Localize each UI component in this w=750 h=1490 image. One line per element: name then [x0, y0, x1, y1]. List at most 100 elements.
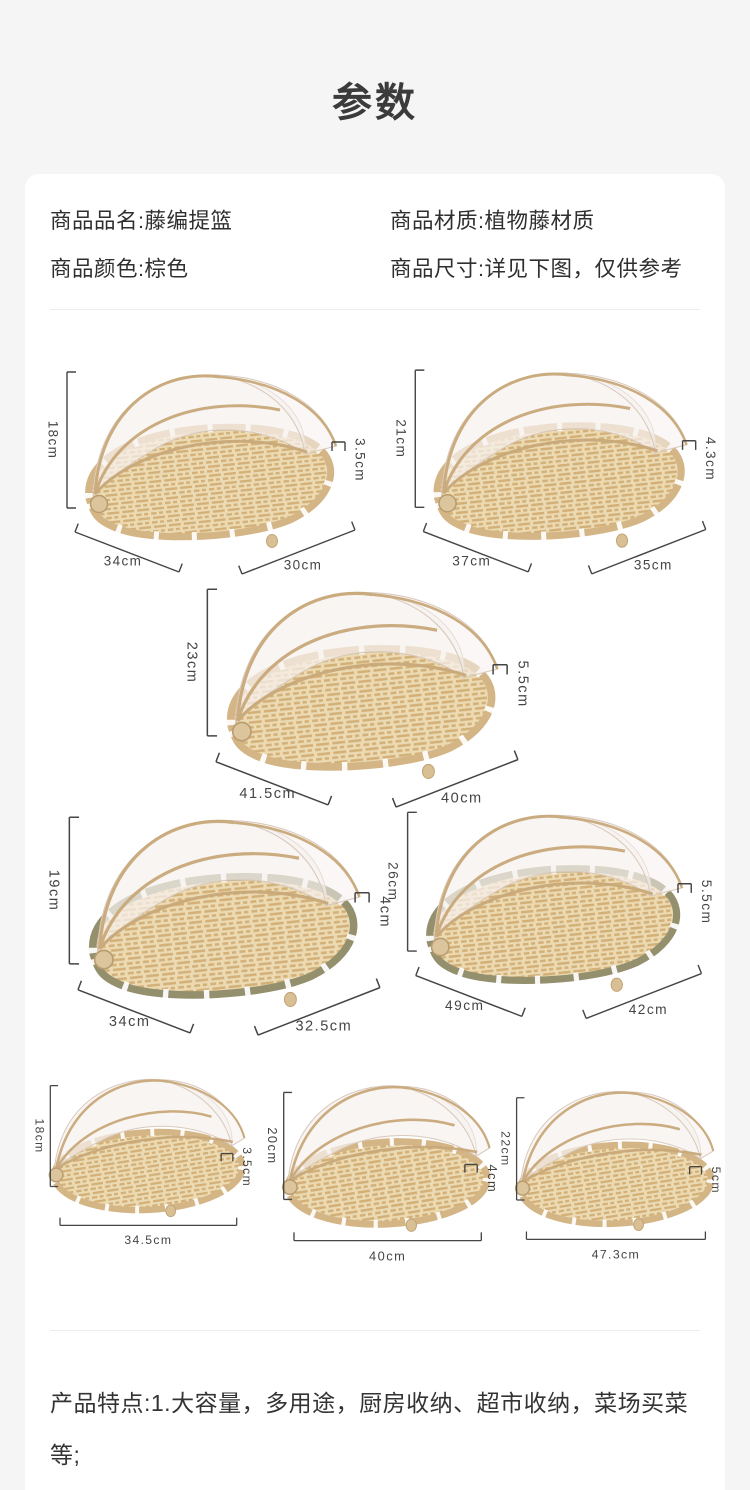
basket-square-19cm: 19cm 4cm 34cm 32.5cm	[45, 816, 392, 1036]
depth-bracket	[677, 883, 692, 893]
depth-bracket	[354, 891, 370, 903]
height-dimension-line	[283, 1091, 292, 1201]
info-column-left: 商品品名:藤编提篮 商品颜色:棕色	[50, 204, 390, 283]
dim-depth-label: 4.3cm	[703, 437, 718, 481]
page-title: 参数	[332, 81, 418, 125]
basket-foot	[421, 763, 435, 780]
basket-square-21cm: 21cm 4.3cm 37cm 35cm	[394, 369, 718, 575]
hinge-knob-icon	[430, 937, 450, 957]
spec-card: 商品品名:藤编提篮 商品颜色:棕色 商品材质:植物藤材质 商品尺寸:详见下图，仅…	[25, 174, 725, 1490]
basket-foot	[615, 533, 629, 548]
size-diagram-section: 18cm 3.5cm 34cm 30cm 21cm 4.3cm 37cm 35c…	[25, 310, 725, 1330]
dim-side-left-label: 41.5cm	[239, 786, 296, 802]
hinge-knob-icon	[48, 1167, 64, 1183]
mesh-ribs	[97, 819, 361, 950]
dim-height-label: 18cm	[32, 1119, 46, 1154]
dim-side-left-label: 34cm	[109, 1014, 151, 1030]
dimension-lines	[283, 1091, 482, 1242]
depth-bracket	[220, 1152, 234, 1162]
divider-top	[50, 309, 700, 310]
rim-lashing	[432, 421, 686, 541]
height-dimension-line	[515, 1097, 525, 1201]
feature-line-1: 产品特点:1.大容量，多用途，厨房收纳、超市收纳，菜场买菜等;	[50, 1390, 689, 1468]
height-dimension-line	[68, 816, 80, 965]
feature-line-2: 2.无需特殊保养和维护，刷洗、冲洗都可以，不掉色。	[164, 1481, 700, 1490]
dim-height-label: 19cm	[45, 870, 61, 912]
hinge-knob-icon	[231, 721, 252, 742]
basket-foot	[633, 1218, 644, 1232]
dim-height-label: 23cm	[183, 642, 199, 684]
dim-depth-label: 3.5cm	[240, 1147, 254, 1187]
dim-diameter-label: 47.3cm	[592, 1247, 641, 1261]
diameter-dimension-line	[525, 1231, 707, 1241]
dim-height-label: 18cm	[45, 421, 60, 460]
depth-bracket	[689, 1165, 703, 1175]
basket-round-20cm: 20cm 4cm 40cm	[265, 1085, 500, 1263]
dim-side-left-label: 34cm	[104, 554, 143, 569]
depth-bracket	[331, 441, 346, 451]
hinge-knob-icon	[93, 949, 114, 970]
dim-height-label: 22cm	[499, 1131, 513, 1167]
diameter-dimension-line	[59, 1217, 238, 1227]
height-dimension-line	[206, 588, 218, 737]
dim-depth-label: 5.5cm	[514, 661, 530, 708]
mesh-ribs	[54, 1079, 246, 1171]
hinge-knob-icon	[281, 1179, 298, 1196]
product-info-section: 商品品名:藤编提篮 商品颜色:棕色 商品材质:植物藤材质 商品尺寸:详见下图，仅…	[25, 174, 725, 309]
dim-side-right-label: 42cm	[629, 1002, 668, 1017]
dimension-lines	[414, 369, 707, 575]
side-right-dimension-line	[582, 964, 703, 1020]
dimension-lines	[66, 371, 356, 575]
depth-bracket	[681, 440, 697, 450]
dimension-lines	[515, 1097, 707, 1241]
mesh-ribs	[93, 374, 338, 495]
mesh-ribs	[235, 591, 499, 722]
dim-depth-label: 5cm	[709, 1167, 723, 1194]
hinge-knob-icon	[438, 493, 457, 513]
mesh-ribs	[521, 1091, 715, 1184]
height-dimension-line	[49, 1084, 59, 1188]
mesh-ribs	[288, 1085, 491, 1183]
dimension-lines	[68, 816, 381, 1036]
dim-side-right-label: 30cm	[284, 558, 323, 573]
basket-square-18cm: 18cm 3.5cm 34cm 30cm	[45, 371, 367, 575]
dim-diameter-label: 40cm	[369, 1248, 406, 1263]
depth-bracket	[492, 663, 508, 675]
basket-square-23cm: 23cm 5.5cm 41.5cm 40cm	[183, 588, 530, 808]
dim-side-left-label: 37cm	[452, 553, 491, 568]
height-dimension-line	[66, 371, 76, 509]
product-size-field: 商品尺寸:详见下图，仅供参考	[390, 257, 683, 281]
divider-bottom	[50, 1330, 700, 1331]
side-right-dimension-line	[391, 750, 519, 808]
basket-square-26cm: 26cm 5.5cm 49cm 42cm	[386, 811, 714, 1020]
product-color-field: 商品颜色:棕色	[50, 257, 189, 281]
mesh-ribs	[441, 372, 688, 495]
basket-foot	[165, 1204, 177, 1218]
diameter-dimension-line	[293, 1232, 482, 1242]
side-left-dimension-line	[415, 966, 526, 1018]
hinge-knob-icon	[89, 494, 109, 514]
dim-depth-label: 4cm	[376, 896, 392, 928]
side-right-dimension-line	[587, 520, 707, 575]
product-name-field: 商品品名:藤编提篮	[50, 209, 233, 233]
dim-height-label: 26cm	[386, 862, 401, 901]
basket-foot	[405, 1218, 417, 1232]
dim-depth-label: 4cm	[485, 1165, 500, 1194]
dim-side-left-label: 49cm	[445, 998, 484, 1013]
product-features-section: 产品特点:1.大容量，多用途，厨房收纳、超市收纳，菜场买菜等; 2.无需特殊保养…	[25, 1331, 725, 1490]
dim-side-right-label: 32.5cm	[295, 1018, 352, 1034]
info-column-right: 商品材质:植物藤材质 商品尺寸:详见下图，仅供参考	[390, 204, 682, 283]
dim-side-right-label: 35cm	[634, 557, 673, 572]
dim-side-right-label: 40cm	[441, 790, 483, 806]
side-right-dimension-line	[253, 978, 381, 1036]
hinge-knob-icon	[514, 1180, 531, 1196]
dimension-lines	[49, 1084, 238, 1227]
dim-depth-label: 3.5cm	[352, 438, 367, 482]
size-diagrams-canvas: 18cm 3.5cm 34cm 30cm 21cm 4.3cm 37cm 35c…	[32, 369, 723, 1263]
side-left-dimension-line	[422, 522, 533, 573]
basket-round-18cm: 18cm 3.5cm 34.5cm	[32, 1078, 254, 1247]
dim-height-label: 20cm	[265, 1127, 280, 1164]
side-left-dimension-line	[74, 523, 183, 573]
height-dimension-line	[406, 811, 417, 952]
